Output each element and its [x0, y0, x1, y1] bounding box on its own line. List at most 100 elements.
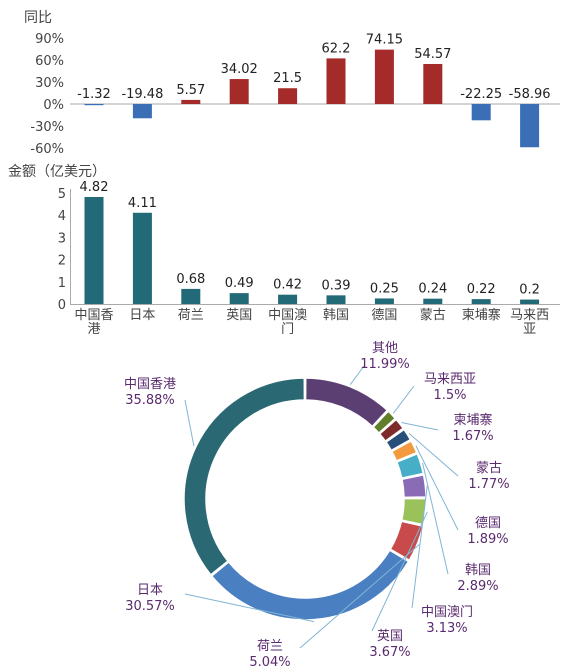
donut-slice	[304, 377, 389, 428]
yoy-y-tick-label: 90%	[35, 32, 64, 47]
donut-slice-percent: 1.77%	[468, 477, 509, 492]
amount-chart: 金额（亿美元） 5 4 3 2 1 0 4.82 4.11 0.68 0.49 0.42 0.39 0…	[8, 164, 560, 337]
amount-y-ticks: 5 4 3 2 1 0	[58, 187, 66, 313]
donut-leader-line	[392, 385, 415, 414]
amount-value-label: 0.39	[322, 278, 351, 293]
amount-bar	[181, 288, 201, 304]
category-label-line: 荷兰	[178, 308, 204, 323]
amount-bar	[520, 299, 540, 304]
yoy-y-tick-label: -30%	[30, 120, 64, 135]
donut-slice	[372, 410, 397, 435]
yoy-ylabel: 同比	[24, 10, 52, 26]
donut-slice-percent: 2.89%	[457, 579, 498, 594]
amount-bar	[84, 196, 104, 304]
donut-leader-line	[401, 422, 439, 431]
amount-bar	[326, 295, 346, 304]
donut-leader-line	[299, 544, 420, 649]
category-label-line: 亚	[523, 322, 536, 337]
yoy-value-label: 34.02	[221, 62, 258, 77]
yoy-value-label: 74.15	[366, 33, 403, 48]
donut-slice-percent: 35.88%	[125, 393, 175, 408]
yoy-bar	[229, 79, 249, 104]
amount-value-label: 0.42	[273, 278, 302, 293]
yoy-value-label: 21.5	[273, 71, 302, 86]
amount-ylabel: 金额（亿美元）	[8, 164, 106, 180]
donut-leader-line	[408, 433, 459, 477]
amount-y-tick-label: 0	[58, 298, 66, 313]
donut-slice-percent: 11.99%	[360, 357, 410, 372]
amount-value-labels: 4.82 4.11 0.68 0.49 0.42 0.39 0.25 0.24 0.22 0.2	[80, 180, 540, 298]
yoy-value-label: -1.32	[77, 87, 111, 102]
category-label-line: 德国	[371, 308, 397, 323]
donut-leader-line	[415, 445, 459, 531]
amount-bar	[229, 293, 249, 304]
amount-bar	[374, 298, 394, 304]
amount-value-label: 0.49	[225, 276, 254, 291]
donut-slice	[384, 428, 412, 452]
yoy-value-label: 54.57	[414, 47, 451, 62]
donut-slice-name: 柬埔寨	[453, 412, 492, 428]
yoy-bar	[84, 104, 104, 106]
amount-value-label: 0.2	[519, 283, 540, 298]
donut-slice-name: 韩国	[465, 563, 491, 578]
donut-leader-line	[422, 462, 449, 575]
donut-leader-lines	[184, 365, 459, 649]
donut-slice-percent: 5.04%	[249, 655, 290, 670]
yoy-value-label: -58.96	[509, 87, 551, 102]
amount-y-tick-label: 1	[58, 276, 66, 291]
amount-y-tick-label: 5	[58, 187, 66, 202]
amount-category-labels: 中国香港 日本 荷兰 英国 中国澳门 韩国 德国 蒙古 柬埔寨 马来西亚	[74, 307, 549, 337]
donut-slice	[401, 473, 427, 499]
category-label-line: 日本	[129, 308, 155, 323]
amount-category-label: 蒙古	[420, 308, 446, 323]
amount-bar	[278, 294, 298, 304]
amount-category-label: 马来西亚	[510, 308, 549, 337]
amount-category-label: 柬埔寨	[462, 307, 501, 323]
donut-slice	[378, 418, 405, 443]
donut-slice	[390, 439, 418, 462]
donut-slice	[400, 497, 427, 526]
amount-bars	[84, 196, 540, 304]
yoy-value-label: -19.48	[121, 87, 163, 102]
category-label-line: 蒙古	[420, 308, 446, 323]
category-label-line: 门	[281, 322, 294, 337]
yoy-value-label: 62.2	[322, 41, 351, 56]
amount-value-label: 4.82	[80, 180, 109, 195]
amount-value-label: 0.22	[467, 282, 496, 297]
amount-category-label: 韩国	[323, 308, 349, 323]
donut-slice-name: 马来西亚	[424, 372, 476, 387]
donut-leader-line	[371, 511, 428, 632]
category-label-line: 中国香	[74, 308, 113, 323]
yoy-y-ticks: 90% 60% 30% 0% -30% -60%	[30, 32, 64, 157]
category-label-line: 柬埔寨	[462, 307, 501, 323]
donut-leader-line	[184, 399, 195, 447]
category-label-line: 韩国	[323, 308, 349, 323]
amount-bar	[132, 212, 152, 304]
yoy-bar	[132, 104, 152, 119]
donut-slice-name: 德国	[475, 516, 501, 531]
amount-value-label: 4.11	[128, 196, 157, 211]
donut-slice-name: 日本	[137, 583, 163, 598]
donut-slice-name: 中国澳门	[421, 604, 473, 620]
yoy-bars	[84, 49, 540, 148]
category-label-line: 中国澳	[268, 307, 307, 323]
amount-bar	[471, 299, 491, 304]
yoy-y-tick-label: 30%	[35, 76, 64, 91]
yoy-bar	[423, 63, 443, 104]
amount-y-tick-label: 2	[58, 254, 66, 269]
donut-slice-name: 英国	[377, 629, 403, 644]
amount-category-label: 日本	[129, 308, 155, 323]
amount-category-label: 英国	[226, 308, 252, 323]
yoy-chart: 同比 90% 60% 30% 0% -30% -60% -1.32 -19.48 5.57 34…	[24, 10, 560, 157]
donut-slice-percent: 3.13%	[426, 621, 467, 636]
amount-y-tick-label: 3	[58, 231, 66, 246]
amount-category-label: 荷兰	[178, 308, 204, 323]
amount-category-label: 中国香港	[74, 308, 113, 337]
donut-slice	[395, 452, 425, 479]
amount-value-label: 0.68	[176, 272, 205, 287]
donut-slice-percent: 1.67%	[452, 429, 493, 444]
amount-bar	[423, 298, 443, 304]
donut-slice-percent: 1.5%	[433, 388, 466, 403]
